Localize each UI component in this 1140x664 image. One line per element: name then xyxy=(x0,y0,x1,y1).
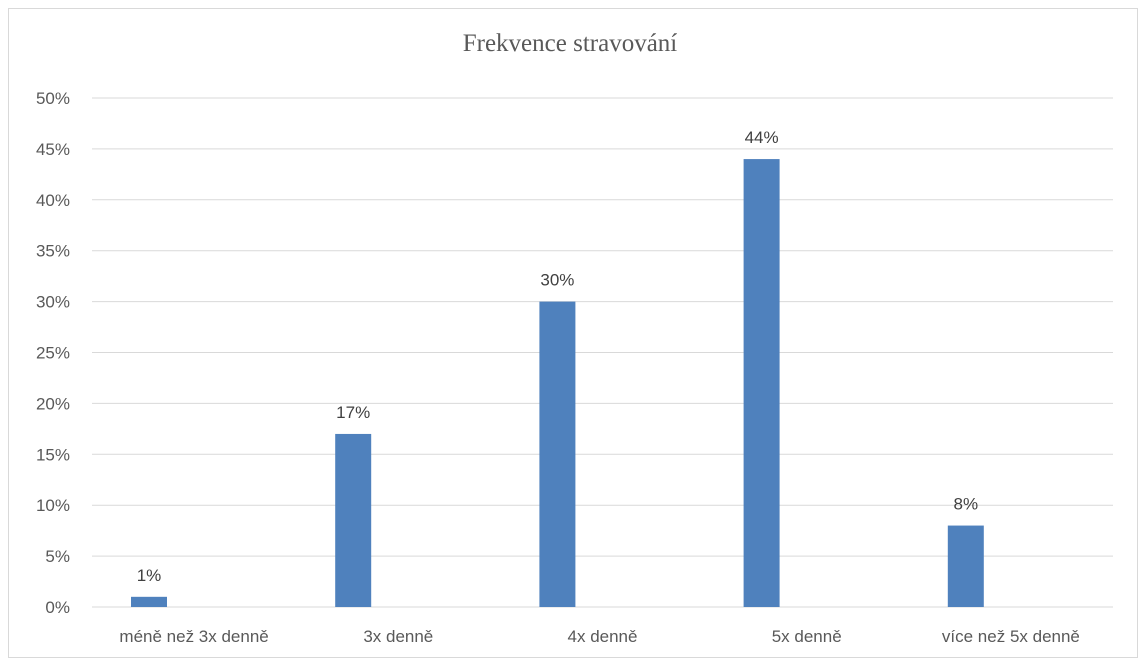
x-tick-label: 5x denně xyxy=(772,627,842,646)
y-tick-label: 45% xyxy=(36,140,70,159)
bar xyxy=(743,159,780,607)
x-tick-label: méně než 3x denně xyxy=(119,627,268,646)
gridlines xyxy=(92,97,1113,608)
y-tick-label: 5% xyxy=(45,547,70,566)
x-tick-label: 3x denně xyxy=(363,627,433,646)
data-label: 8% xyxy=(954,495,979,514)
y-tick-label: 15% xyxy=(36,445,70,464)
x-tick-label: více než 5x denně xyxy=(942,627,1080,646)
y-tick-label: 10% xyxy=(36,496,70,515)
x-tick-label: 4x denně xyxy=(568,627,638,646)
y-tick-label: 40% xyxy=(36,191,70,210)
bar xyxy=(335,433,372,607)
y-tick-label: 30% xyxy=(36,293,70,312)
bar xyxy=(539,301,576,607)
y-tick-label: 0% xyxy=(45,598,70,617)
y-tick-label: 35% xyxy=(36,242,70,261)
x-axis-ticks: méně než 3x denně 3x denně 4x denně 5x denn… xyxy=(119,627,1079,646)
data-label: 17% xyxy=(336,403,370,422)
y-axis-ticks: 0% 5% 10% 15% 20% 25% 30% 35% 40% 45% 50% xyxy=(36,89,70,617)
bar xyxy=(131,596,167,607)
y-tick-label: 50% xyxy=(36,89,70,108)
data-label: 30% xyxy=(540,271,574,290)
data-label: 1% xyxy=(137,566,162,585)
bar xyxy=(947,525,984,607)
data-label: 44% xyxy=(745,128,779,147)
bars xyxy=(131,159,984,607)
y-tick-label: 20% xyxy=(36,394,70,413)
data-labels: 1% 17% 30% 44% 8% xyxy=(137,128,978,585)
chart-title: Frekvence stravování xyxy=(462,30,678,57)
y-tick-label: 25% xyxy=(36,344,70,363)
